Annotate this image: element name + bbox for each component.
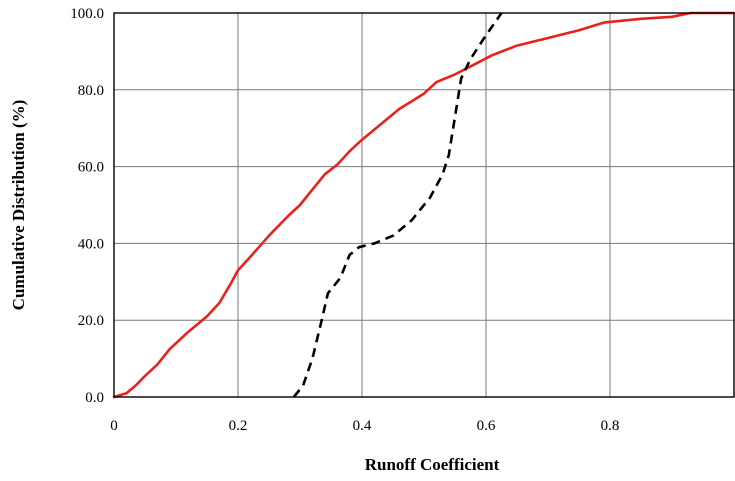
tick-labels: 0 0.2 0.4 0.6 0.8 0.0 20.0 40.0 60.0 80.0 100.0 <box>70 6 619 434</box>
y-tick-label: 20.0 <box>78 313 104 329</box>
y-tick-label: 100.0 <box>70 6 104 22</box>
solid-series-line <box>112 11 735 399</box>
y-tick-label: 60.0 <box>78 160 104 176</box>
plot-frame <box>113 12 735 398</box>
x-tick-label: 0.2 <box>229 418 248 434</box>
dashed-series-line <box>292 12 503 398</box>
grid-lines <box>114 13 734 397</box>
y-tick-label: 0.0 <box>85 390 104 406</box>
x-tick-label: 0 <box>110 418 118 434</box>
x-axis-title: Runoff Coefficient <box>365 455 500 474</box>
y-tick-label: 80.0 <box>78 83 104 99</box>
series-lines <box>112 11 735 399</box>
x-tick-label: 0.6 <box>477 418 496 434</box>
y-axis-title: Cumulative Distribution (%) <box>9 100 28 311</box>
y-tick-label: 40.0 <box>78 236 104 252</box>
x-tick-label: 0.4 <box>353 418 372 434</box>
x-tick-label: 0.8 <box>601 418 620 434</box>
